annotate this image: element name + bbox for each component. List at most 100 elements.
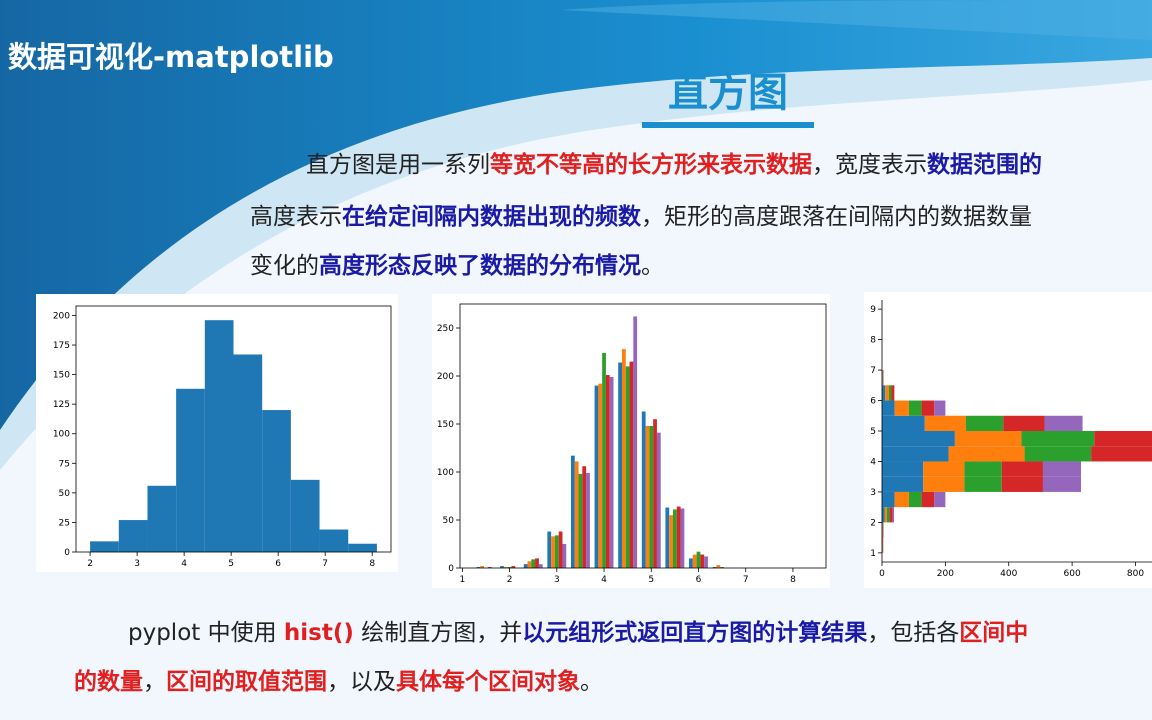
histogram-bar bbox=[1024, 446, 1092, 462]
y-tick-label: 100 bbox=[437, 468, 454, 478]
histogram-bar bbox=[704, 556, 708, 568]
histogram-bar bbox=[882, 400, 895, 416]
histogram-bar bbox=[884, 507, 887, 523]
slide-title: 直方图 bbox=[668, 70, 788, 116]
histogram-bar bbox=[921, 400, 935, 416]
histogram-bar bbox=[934, 400, 946, 416]
text-run: 高度形态反映了数据的分布情况 bbox=[319, 253, 641, 279]
histogram-chart-2: 1 2 3 4 5 6 7 8 0 50 100 150 200 250 bbox=[432, 294, 830, 588]
histogram-bar bbox=[649, 425, 654, 568]
histogram-bar bbox=[551, 536, 555, 568]
histogram-bar bbox=[1003, 415, 1045, 431]
histogram-bar bbox=[503, 567, 508, 568]
histogram-bar bbox=[665, 507, 670, 568]
text-run: ，包括各 bbox=[867, 620, 960, 646]
histogram-bar bbox=[1042, 461, 1081, 477]
text-run: ，以及 bbox=[327, 669, 396, 695]
histogram-bar bbox=[645, 425, 650, 568]
histogram-bar bbox=[1001, 461, 1043, 477]
y-tick-label: 6 bbox=[870, 397, 876, 407]
histogram-bar bbox=[90, 541, 119, 552]
x-tick-label: 2 bbox=[507, 575, 513, 585]
histogram-bar bbox=[965, 415, 1004, 431]
histogram-bar bbox=[487, 567, 492, 568]
x-tick-label: 5 bbox=[228, 559, 234, 569]
y-tick-label: 8 bbox=[870, 336, 876, 346]
y-tick-label: 150 bbox=[53, 371, 70, 381]
y-tick-label: 0 bbox=[64, 548, 70, 558]
y-tick-label: 175 bbox=[53, 341, 70, 351]
paragraph1-line1: 直方图是用一系列等宽不等高的长方形来表示数据，宽度表示数据范围的 bbox=[306, 145, 1042, 179]
histogram-bar bbox=[716, 565, 721, 568]
histogram-bar bbox=[934, 491, 946, 508]
histogram-bar bbox=[641, 411, 646, 568]
histogram-bar bbox=[1001, 476, 1043, 492]
text-run: 在给定间隔内数据出现的频数 bbox=[342, 204, 641, 230]
histogram-bar bbox=[923, 461, 965, 477]
histogram-bar bbox=[888, 385, 892, 401]
text-run: 数据范围的 bbox=[927, 152, 1042, 178]
histogram-bar bbox=[290, 479, 320, 552]
histogram-bar bbox=[531, 559, 536, 568]
y-tick-label: 100 bbox=[53, 430, 70, 440]
text-run: 直方图是用一系列 bbox=[306, 152, 490, 178]
x-tick-label: 4 bbox=[601, 575, 607, 585]
x-tick-label: 6 bbox=[275, 559, 281, 569]
y-tick-label: 0 bbox=[448, 564, 454, 574]
text-run: 区间中 bbox=[959, 620, 1029, 646]
paragraph2-line1: pyplot 中使用 hist() 绘制直方图，并以元组形式返回直方图的计算结果… bbox=[128, 613, 1028, 647]
y-tick-label: 25 bbox=[59, 518, 70, 528]
histogram-bar bbox=[882, 415, 925, 431]
histogram-bar bbox=[609, 376, 614, 568]
y-tick-label: 9 bbox=[870, 305, 876, 315]
histogram-bar bbox=[1021, 431, 1095, 447]
y-tick-label: 1 bbox=[870, 549, 876, 559]
text-run: 区间的取值范围 bbox=[166, 669, 327, 695]
histogram-bar bbox=[882, 431, 955, 447]
histogram-chart-3: 0 200 400 600 800 1 2 3 4 5 6 7 8 9 bbox=[864, 292, 1152, 588]
x-tick-label: 6 bbox=[696, 575, 702, 585]
text-run: 变化的 bbox=[250, 253, 319, 279]
y-tick-label: 7 bbox=[870, 366, 876, 376]
paragraph2-line2: 的数量，区间的取值范围，以及具体每个区间对象。 bbox=[74, 662, 603, 696]
histogram-bar bbox=[598, 383, 603, 568]
x-tick-label: 200 bbox=[937, 569, 954, 579]
y-tick-label: 3 bbox=[870, 488, 876, 498]
plot-frame bbox=[75, 305, 392, 553]
histogram-bar bbox=[574, 461, 579, 568]
histogram-bar bbox=[625, 366, 630, 568]
histogram-bar bbox=[882, 507, 885, 523]
histogram-bar bbox=[570, 455, 575, 568]
histogram-bar bbox=[605, 375, 610, 568]
histogram-bar bbox=[535, 558, 539, 568]
histogram-bar bbox=[1044, 415, 1083, 431]
histogram-bar bbox=[558, 531, 563, 568]
histogram-bar bbox=[594, 385, 599, 568]
histogram-bar bbox=[923, 476, 965, 492]
histogram-bar bbox=[882, 385, 886, 401]
histogram-bar bbox=[118, 520, 148, 552]
text-run: 。 bbox=[641, 253, 664, 279]
histogram-bar bbox=[672, 509, 677, 568]
text-run: hist() bbox=[283, 620, 354, 646]
histogram-bar bbox=[602, 352, 606, 568]
x-tick-label: 600 bbox=[1064, 569, 1081, 579]
text-run: 。 bbox=[580, 669, 603, 695]
text-run: ，宽度表示 bbox=[812, 152, 927, 178]
histogram-bar bbox=[676, 506, 681, 568]
x-tick-label: 800 bbox=[1127, 569, 1144, 579]
histogram-bar bbox=[578, 473, 583, 568]
title-underline bbox=[642, 122, 814, 128]
histogram-bar bbox=[882, 461, 924, 477]
y-tick-label: 150 bbox=[437, 420, 454, 430]
x-tick-label: 4 bbox=[181, 559, 187, 569]
histogram-bar bbox=[712, 567, 717, 568]
y-tick-label: 50 bbox=[59, 489, 71, 499]
histogram-bar bbox=[948, 446, 1025, 462]
histogram-bar bbox=[921, 491, 935, 508]
histogram-bar bbox=[562, 544, 567, 568]
y-tick-label: 75 bbox=[59, 459, 70, 469]
histogram-bar bbox=[656, 432, 661, 568]
histogram-bar bbox=[964, 476, 1002, 492]
y-tick-label: 50 bbox=[443, 516, 455, 526]
